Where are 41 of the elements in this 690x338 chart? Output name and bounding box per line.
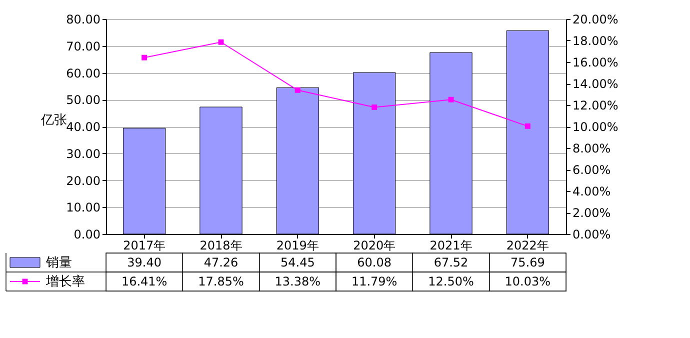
y2-tick-label: 4.00% xyxy=(572,184,611,198)
data-label: 75.69 xyxy=(510,256,545,270)
y2-tick-label: 0.00% xyxy=(572,228,611,242)
data-label: 10.03% xyxy=(504,274,551,288)
y2-tick-label: 14.00% xyxy=(572,77,618,91)
data-label: 16.41% xyxy=(121,274,168,288)
y-tick-label: 70.00 xyxy=(66,39,100,54)
data-label: 67.52 xyxy=(434,256,468,270)
x-tick-label: 2022年 xyxy=(506,238,549,252)
legend-label: 增长率 xyxy=(45,274,85,290)
y2-tick-label: 8.00% xyxy=(572,142,611,156)
y-tick-label: 30.00 xyxy=(66,146,100,161)
y-tick-label: 10.00 xyxy=(66,200,100,215)
data-label: 13.38% xyxy=(274,274,321,288)
y-tick-label: 40.00 xyxy=(66,120,100,134)
x-tick-label: 2020年 xyxy=(353,238,396,252)
y2-tick-label: 16.00% xyxy=(572,56,618,70)
data-label: 54.45 xyxy=(280,256,315,270)
data-label: 60.08 xyxy=(357,256,392,270)
y2-tick-label: 20.00% xyxy=(572,12,618,26)
y-tick-label: 20.00 xyxy=(66,174,100,188)
y2-tick-label: 2.00% xyxy=(572,206,611,220)
x-tick-label: 2021年 xyxy=(430,238,472,252)
y2-tick-label: 10.00% xyxy=(572,120,618,134)
y2-tick-label: 18.00% xyxy=(572,34,618,48)
y-tick-label: 80.00 xyxy=(66,12,100,26)
data-label: 47.26 xyxy=(204,256,238,270)
y2-tick-label: 12.00% xyxy=(572,98,618,112)
x-tick-label: 2019年 xyxy=(276,238,319,252)
y-axis-title: 亿张 xyxy=(40,113,68,128)
data-label: 39.40 xyxy=(127,256,162,270)
y2-tick-label: 6.00% xyxy=(572,163,611,177)
y-tick-label: 0.00 xyxy=(74,228,100,242)
x-tick-label: 2018年 xyxy=(200,238,242,252)
data-label: 17.85% xyxy=(198,274,244,288)
legend-label: 销量 xyxy=(45,256,72,270)
data-label: 11.79% xyxy=(351,274,398,288)
y-tick-label: 60.00 xyxy=(66,66,100,80)
x-tick-label: 2017年 xyxy=(123,238,166,252)
y-tick-label: 50.00 xyxy=(66,93,100,108)
data-label: 12.50% xyxy=(428,274,474,288)
